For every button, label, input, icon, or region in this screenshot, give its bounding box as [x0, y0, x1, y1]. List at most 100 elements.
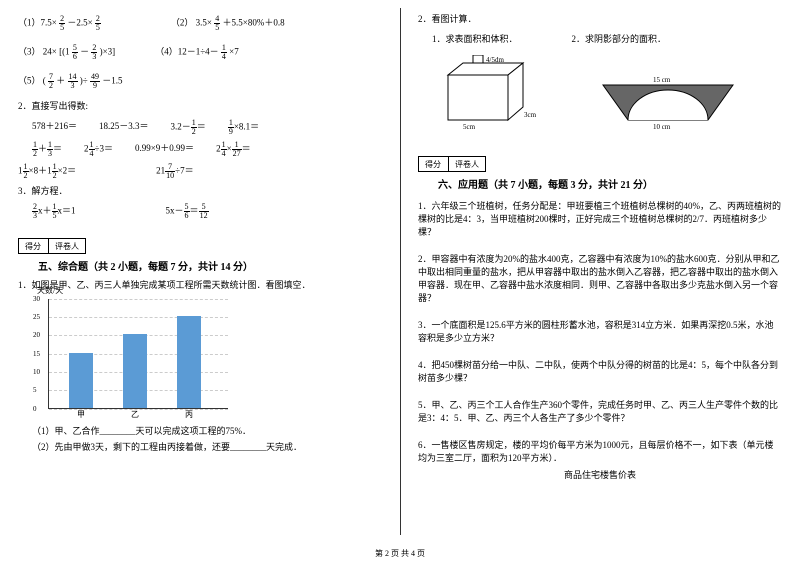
- q5-1b: （2）先由甲做3天，剩下的工程由丙接着做，还要________天完成．: [18, 441, 382, 455]
- frac-icon: 127: [232, 141, 242, 158]
- cube-top-frac: 4/5dm: [486, 56, 504, 64]
- q6-6: 6．一售楼区售房规定，楼的平均价每平方米为1000元，且每层价格不一，如下表（单…: [418, 438, 782, 464]
- frac-icon: 72: [48, 73, 54, 90]
- frac-icon: 499: [90, 73, 100, 90]
- eq-3: （3） 24× [(1 56 － 23 )×3]: [18, 44, 115, 61]
- bar-chart: 天数/天 051015202530甲乙丙: [48, 299, 228, 409]
- r2b: 214÷3＝: [84, 141, 113, 158]
- frac-icon: 143: [68, 73, 78, 90]
- q2-subrow: 1．求表面积和体积． 2．求阴影部分的面积．: [418, 30, 782, 50]
- eq3-mid: －: [80, 47, 89, 57]
- gridline: [49, 317, 228, 318]
- r1a: 578＋216＝: [32, 119, 77, 136]
- section-5-title: 五、综合题（共 2 小题，每题 7 分，共计 14 分）: [38, 258, 382, 273]
- cube-w: 5cm: [463, 123, 476, 130]
- grader-label: 评卷人: [448, 156, 486, 172]
- r1b: 18.25－3.3＝: [99, 119, 149, 136]
- bar: [177, 316, 201, 408]
- eq5-end: －1.5: [102, 76, 122, 86]
- x-tick-label: 乙: [131, 409, 139, 420]
- eq2-pre: 3.5×: [196, 18, 212, 28]
- frac-icon: 14: [221, 44, 227, 61]
- q6-1: 1．六年级三个班植树，任务分配是：甲班要植三个班植树总棵树的40%，乙、丙两班植…: [418, 199, 782, 238]
- equation-row-2: （3） 24× [(1 56 － 23 )×3] （4）12－1÷4－ 14 ×…: [18, 44, 382, 61]
- trap-top: 15 cm: [653, 76, 671, 84]
- cube-d: 3cm: [524, 111, 537, 119]
- eq5-plus: ＋: [56, 76, 65, 86]
- frac-icon: 56: [72, 44, 78, 61]
- eq2-post: ＋5.5×80%＋0.8: [223, 18, 285, 28]
- score-box-right: 得分 评卷人: [418, 156, 782, 172]
- score-label: 得分: [418, 156, 448, 172]
- r2c: 0.99×9＋0.99＝: [135, 141, 194, 158]
- r1d: 19×8.1＝: [228, 119, 259, 136]
- r2a: 12＋13＝: [32, 141, 62, 158]
- q5-1a: （1）甲、乙合作________天可以完成这项工程的75%．: [18, 425, 382, 439]
- eq1-label: （1）7.5×: [18, 18, 57, 28]
- frac-icon: 512: [199, 203, 209, 220]
- q6-4: 4．把450棵树苗分给一中队、二中队，使两个中队分得的树苗的比是4：5，每个中队…: [418, 358, 782, 384]
- frac-icon: 25: [95, 15, 101, 32]
- right-column: 2．看图计算． 1．求表面积和体积． 2．求阴影部分的面积． 4/5dm 5cm…: [400, 0, 800, 540]
- eq4-label: （4）12－1÷4－: [155, 47, 218, 57]
- y-tick-label: 0: [33, 405, 37, 413]
- page-footer: 第 2 页 共 4 页: [0, 548, 800, 559]
- r2d: 214×127＝: [216, 141, 251, 158]
- eq5-p2: )÷: [80, 76, 88, 86]
- eq5-p1: (: [43, 76, 46, 86]
- chart-ylabel: 天数/天: [37, 285, 63, 296]
- eq3-brr: )×3]: [100, 47, 116, 57]
- left-column: （1）7.5× 25 －2.5× 25 （2） 3.5× 45 ＋5.5×80%…: [0, 0, 400, 540]
- direct-row-1: 578＋216＝ 18.25－3.3＝ 3.2－12＝ 19×8.1＝: [18, 119, 382, 136]
- bar: [123, 334, 147, 407]
- r1c: 3.2－12＝: [171, 119, 206, 136]
- q2-1: 1．求表面积和体积．: [418, 33, 518, 47]
- frac-icon: 45: [214, 15, 220, 32]
- y-tick-label: 30: [33, 295, 40, 303]
- section-6-title: 六、应用题（共 7 小题，每题 3 分，共计 21 分）: [438, 176, 782, 191]
- q6-3: 3．一个底面积是125.6平方米的圆柱形蓄水池，容积是314立方米．如果再深挖0…: [418, 318, 782, 344]
- table-title: 商品住宅楼售价表: [418, 468, 782, 481]
- eq3-pre: 24×: [43, 47, 57, 57]
- trap-bottom: 10 cm: [653, 123, 671, 130]
- y-tick-label: 20: [33, 331, 40, 339]
- r3a: 112×8＋112×2＝: [18, 163, 76, 180]
- q6-5: 5．甲、乙、丙三个工人合作生产360个零件，完成任务时甲、乙、丙三人生产零件个数…: [418, 398, 782, 424]
- direct-row-3: 112×8＋112×2＝ 21710÷7＝: [18, 163, 382, 180]
- x-tick-label: 丙: [185, 409, 193, 420]
- q5-1: 1．如图是甲、乙、丙三人单独完成某项工程所需天数统计图．看图填空．: [18, 279, 382, 293]
- eq5-label: （5）: [18, 76, 41, 86]
- eq-4: （4）12－1÷4－ 14 ×7: [155, 44, 239, 61]
- gridline: [49, 299, 228, 300]
- s3a: 23x＋15x＝1: [32, 203, 76, 220]
- x-tick-label: 甲: [77, 409, 85, 420]
- eq-5: （5） ( 72 ＋ 143 )÷ 499 －1.5: [18, 73, 382, 90]
- figures-row: 4/5dm 5cm 3cm 15 cm 10 cm: [418, 49, 782, 132]
- eq2-label: （2）: [171, 18, 194, 28]
- eq3-brl: [(1: [59, 47, 70, 57]
- score-box-left: 得分 评卷人: [18, 238, 382, 254]
- q2-header: 2．看图计算．: [418, 13, 782, 27]
- equation-row-1: （1）7.5× 25 －2.5× 25 （2） 3.5× 45 ＋5.5×80%…: [18, 15, 382, 32]
- direct-row-2: 12＋13＝ 214÷3＝ 0.99×9＋0.99＝ 214×127＝: [18, 141, 382, 158]
- q6-2: 2．甲容器中有浓度为20%的盐水400克，乙容器中有浓度为10%的盐水600克．…: [418, 252, 782, 304]
- eq4-post: ×7: [229, 47, 239, 57]
- grader-label: 评卷人: [48, 238, 86, 254]
- y-tick-label: 25: [33, 313, 40, 321]
- eq3-label: （3）: [18, 47, 41, 57]
- section-2-header: 2．直接写出得数:: [18, 100, 382, 114]
- q2-2: 2．求阴影部分的面积．: [558, 33, 667, 47]
- frac-icon: 25: [59, 15, 65, 32]
- score-label: 得分: [18, 238, 48, 254]
- frac-icon: 23: [91, 44, 97, 61]
- eq-1: （1）7.5× 25 －2.5× 25: [18, 15, 101, 32]
- y-tick-label: 5: [33, 386, 37, 394]
- y-tick-label: 15: [33, 350, 40, 358]
- eq1-mid: －2.5×: [67, 18, 92, 28]
- s3b: 5x－56＝512: [166, 203, 209, 220]
- solve-row: 23x＋15x＝1 5x－56＝512: [18, 203, 382, 220]
- section-3-header: 3．解方程．: [18, 185, 382, 199]
- frac-icon: 710: [165, 163, 175, 180]
- y-tick-label: 10: [33, 368, 40, 376]
- trapezoid-icon: 15 cm 10 cm: [598, 75, 738, 130]
